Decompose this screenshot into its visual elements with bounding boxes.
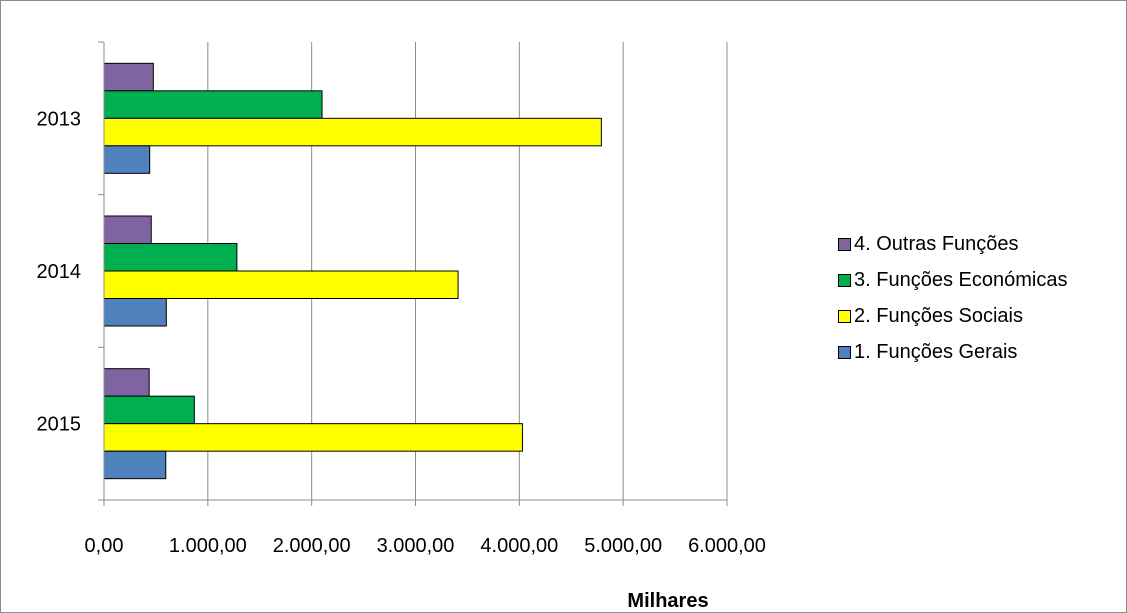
legend-label: 1. Funções Gerais xyxy=(854,340,1018,363)
x-tick-label: 2.000,00 xyxy=(273,535,351,557)
bar xyxy=(103,368,150,397)
bar xyxy=(103,90,323,119)
bar xyxy=(103,450,167,480)
bar xyxy=(103,298,167,327)
legend-item: 2. Funções Sociais xyxy=(838,298,1123,334)
legend-item: 1. Funções Gerais xyxy=(838,334,1123,370)
axes: 0,00 1.000,00 2.000,00 3.000,00 4.000,00 5.00… xyxy=(37,41,766,557)
bar xyxy=(103,62,154,92)
x-tick-label: 6.000,00 xyxy=(688,535,766,557)
x-tick-label: 0,00 xyxy=(85,535,124,557)
legend-label: 2. Funções Sociais xyxy=(854,304,1023,327)
legend-label: 4. Outras Funções xyxy=(854,232,1019,255)
x-axis-title: Milhares xyxy=(627,590,708,612)
legend-item: 4. Outras Funções xyxy=(838,226,1123,262)
bar xyxy=(103,423,523,452)
bar xyxy=(103,243,238,272)
legend-swatch xyxy=(838,309,851,323)
bar xyxy=(103,395,195,425)
x-tick-label: 3.000,00 xyxy=(377,535,455,557)
bar xyxy=(103,215,152,244)
legend-item: 3. Funções Económicas xyxy=(838,262,1123,298)
legend-swatch xyxy=(838,237,851,251)
bar xyxy=(103,145,151,174)
legend-swatch xyxy=(838,273,851,287)
legend-label: 3. Funções Económicas xyxy=(854,268,1068,291)
legend-swatch xyxy=(838,345,851,359)
bar xyxy=(103,117,602,147)
bars xyxy=(103,62,602,480)
x-tick-label: 1.000,00 xyxy=(169,535,247,557)
bar xyxy=(103,270,459,299)
x-tick-label: 5.000,00 xyxy=(584,535,662,557)
y-tick-label: 2013 xyxy=(37,108,82,130)
x-tick-label: 4.000,00 xyxy=(480,535,558,557)
y-tick-label: 2015 xyxy=(37,414,82,436)
y-tick-label: 2014 xyxy=(37,261,82,283)
legend: 4. Outras Funções 3. Funções Económicas 2.… xyxy=(838,226,1123,370)
